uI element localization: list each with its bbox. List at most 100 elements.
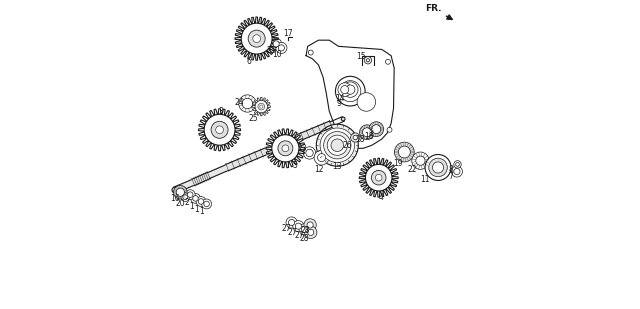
Circle shape (282, 145, 289, 152)
Circle shape (258, 103, 265, 110)
Text: 13: 13 (333, 162, 342, 171)
Circle shape (316, 124, 358, 166)
Text: 16: 16 (170, 194, 180, 203)
Circle shape (433, 162, 444, 173)
Circle shape (211, 121, 228, 138)
Text: 4: 4 (378, 193, 383, 202)
Text: 1: 1 (194, 205, 199, 214)
Text: 14: 14 (335, 94, 344, 104)
Circle shape (303, 147, 316, 159)
Circle shape (204, 201, 209, 207)
Circle shape (314, 150, 329, 165)
Circle shape (276, 42, 287, 53)
Circle shape (399, 146, 410, 158)
Circle shape (188, 192, 193, 197)
Circle shape (172, 187, 177, 193)
Circle shape (242, 98, 253, 109)
Circle shape (351, 133, 360, 142)
Circle shape (306, 149, 313, 157)
Text: 22: 22 (408, 164, 417, 174)
Circle shape (255, 100, 268, 113)
Text: 27: 27 (294, 231, 304, 240)
Circle shape (340, 81, 361, 102)
Circle shape (369, 122, 383, 137)
Circle shape (216, 126, 223, 134)
Circle shape (196, 197, 206, 206)
Circle shape (185, 190, 195, 200)
Text: 5: 5 (293, 161, 298, 170)
Circle shape (253, 35, 260, 43)
Circle shape (308, 229, 314, 235)
Circle shape (364, 57, 372, 64)
Circle shape (324, 132, 351, 159)
Circle shape (371, 170, 386, 185)
Polygon shape (359, 158, 398, 197)
Circle shape (372, 125, 381, 133)
Circle shape (299, 224, 310, 235)
Circle shape (305, 226, 317, 239)
Text: 10: 10 (273, 49, 282, 59)
Text: 2: 2 (184, 198, 189, 207)
Circle shape (248, 30, 265, 47)
Circle shape (456, 163, 460, 166)
Polygon shape (266, 129, 305, 168)
Circle shape (338, 83, 351, 96)
Text: 9: 9 (336, 99, 341, 108)
Circle shape (273, 41, 279, 47)
Circle shape (346, 85, 355, 94)
Polygon shape (173, 180, 195, 193)
Circle shape (357, 93, 376, 111)
Text: 7: 7 (448, 172, 453, 181)
Circle shape (454, 168, 460, 175)
Circle shape (333, 146, 338, 151)
Circle shape (376, 174, 382, 181)
Circle shape (181, 193, 189, 201)
Text: 18: 18 (365, 132, 374, 141)
Circle shape (239, 95, 256, 112)
Circle shape (327, 135, 348, 155)
Circle shape (193, 196, 198, 201)
Circle shape (454, 161, 461, 168)
Circle shape (425, 154, 451, 180)
Circle shape (365, 164, 392, 191)
Polygon shape (207, 165, 228, 178)
Text: 15: 15 (356, 52, 365, 61)
Text: 12: 12 (315, 164, 324, 174)
Circle shape (341, 117, 345, 121)
Circle shape (366, 59, 369, 62)
Circle shape (387, 127, 392, 132)
Text: 1: 1 (200, 207, 204, 216)
Text: 20: 20 (175, 199, 185, 208)
Circle shape (451, 166, 463, 177)
Circle shape (272, 135, 299, 162)
Text: 25: 25 (248, 113, 258, 123)
Circle shape (360, 125, 374, 140)
Polygon shape (198, 109, 241, 151)
Circle shape (241, 23, 272, 54)
Circle shape (412, 152, 429, 169)
Circle shape (173, 185, 187, 199)
Circle shape (278, 45, 284, 51)
Circle shape (191, 193, 200, 203)
Text: 3: 3 (218, 107, 223, 116)
Circle shape (331, 139, 344, 151)
Text: 27: 27 (281, 224, 291, 233)
Circle shape (342, 82, 358, 97)
Circle shape (204, 114, 235, 145)
Circle shape (340, 86, 349, 94)
Text: 27: 27 (288, 228, 298, 237)
Polygon shape (192, 172, 210, 185)
Circle shape (320, 128, 355, 163)
Circle shape (176, 188, 184, 196)
Text: FR.: FR. (425, 4, 442, 13)
Circle shape (353, 135, 357, 140)
Circle shape (362, 128, 371, 137)
Text: 21: 21 (266, 45, 276, 55)
Circle shape (416, 156, 425, 165)
Circle shape (278, 141, 293, 156)
Text: 26: 26 (343, 141, 353, 150)
Circle shape (202, 199, 212, 209)
Circle shape (385, 59, 390, 64)
Polygon shape (235, 17, 278, 60)
Text: 17: 17 (284, 28, 293, 38)
